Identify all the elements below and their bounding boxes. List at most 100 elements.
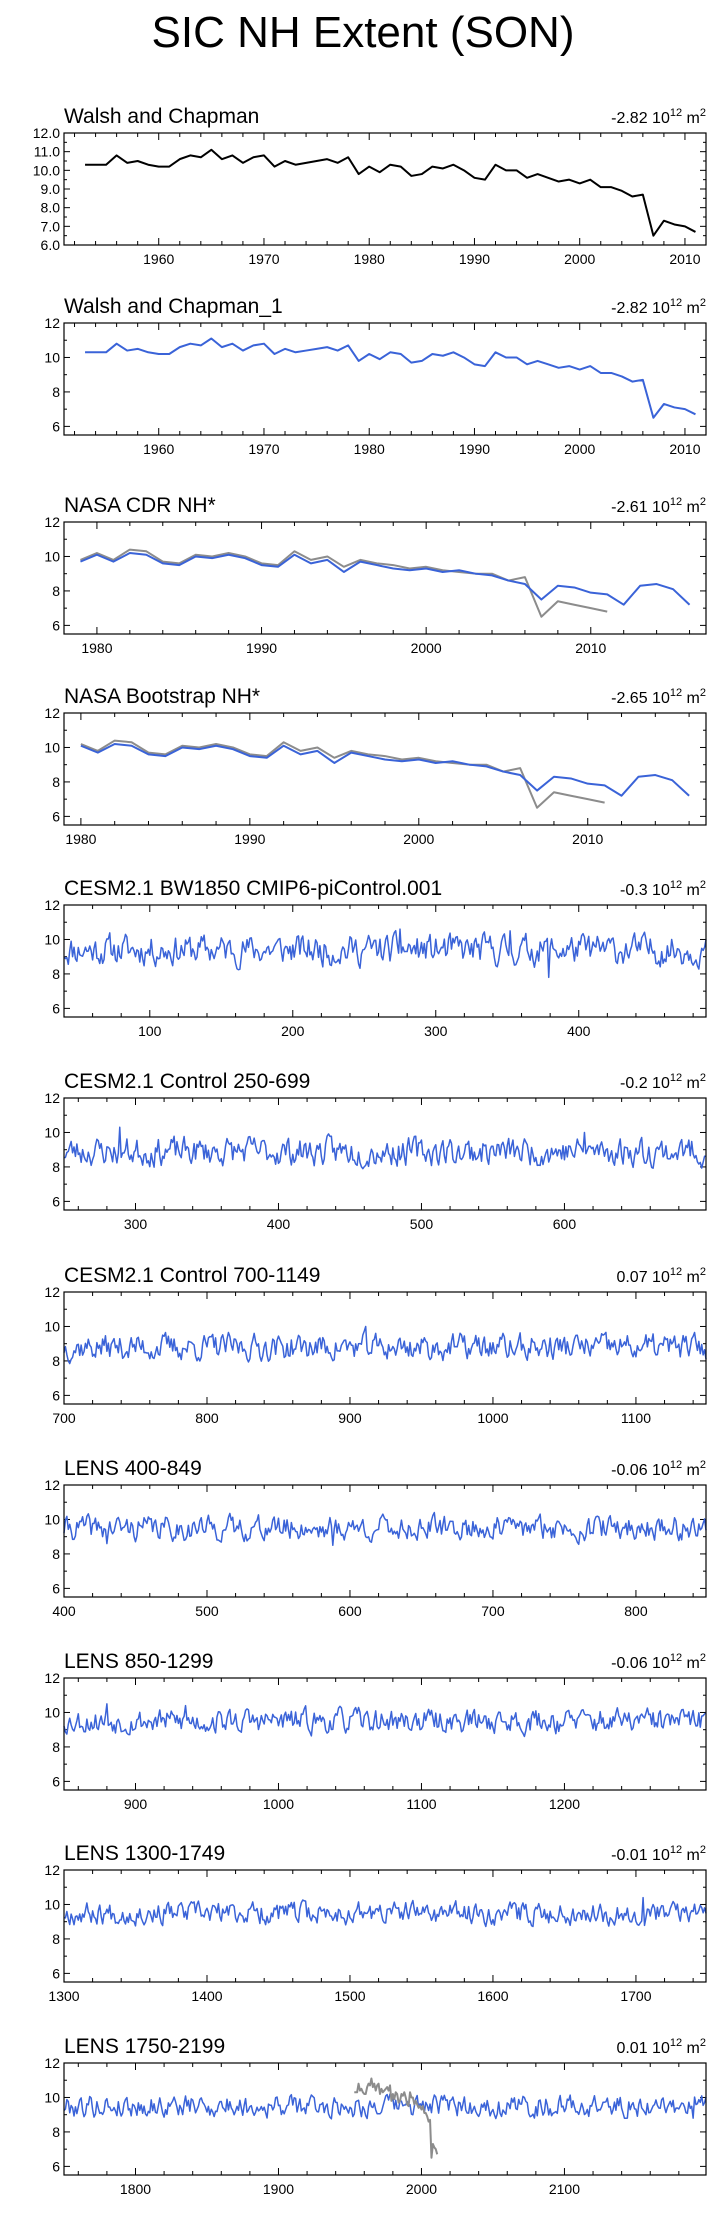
y-tick-label: 10 xyxy=(44,2089,60,2105)
series-line-reference xyxy=(80,739,605,809)
page-title: SIC NH Extent (SON) xyxy=(151,8,575,57)
x-tick-label: 400 xyxy=(267,1216,291,1232)
y-tick-label: 12 xyxy=(44,705,60,721)
y-tick-label: 12 xyxy=(44,315,60,331)
x-tick-label: 2100 xyxy=(549,2181,580,2197)
x-tick-label: 1990 xyxy=(459,441,490,457)
panel-title: NASA CDR NH* xyxy=(64,494,216,517)
panel-title: NASA Bootstrap NH* xyxy=(64,685,260,708)
trend-label: -0.2 1012 m2 xyxy=(620,1072,706,1092)
series-line-model xyxy=(63,1325,707,1365)
y-tick-label: 10 xyxy=(44,548,60,564)
trend-label: -2.82 1012 m2 xyxy=(611,107,706,127)
x-tick-label: 2010 xyxy=(669,441,700,457)
plot-frame xyxy=(63,1677,707,1791)
plot-frame xyxy=(63,904,707,1018)
y-tick-label: 10 xyxy=(44,1896,60,1912)
y-tick-label: 8 xyxy=(52,1739,60,1755)
plot-frame xyxy=(63,132,707,246)
x-tick-label: 2010 xyxy=(572,831,603,847)
y-tick-label: 8 xyxy=(52,1546,60,1562)
y-tick-label: 10 xyxy=(44,1124,60,1140)
x-tick-label: 1400 xyxy=(191,1988,222,2004)
y-tick-label: 11.0 xyxy=(34,144,60,160)
panel-9: LENS 850-1299 -0.06 1012 m2 6 8 10 12 900 1000 1… xyxy=(44,1650,707,1812)
y-tick-label: 10 xyxy=(44,739,60,755)
trend-label: -2.61 1012 m2 xyxy=(611,496,706,516)
y-tick-label: 12 xyxy=(44,1862,60,1878)
x-tick-label: 2000 xyxy=(564,441,595,457)
panel-3: NASA CDR NH* -2.61 1012 m2 6 8 10 12 1980 1990 2… xyxy=(44,494,707,656)
trend-label: -0.06 1012 m2 xyxy=(611,1652,706,1672)
x-tick-label: 800 xyxy=(624,1603,648,1619)
x-tick-label: 300 xyxy=(424,1023,448,1039)
y-tick-label: 12.0 xyxy=(33,125,60,141)
x-tick-label: 1980 xyxy=(354,251,385,267)
x-tick-label: 700 xyxy=(481,1603,505,1619)
trend-label: -0.3 1012 m2 xyxy=(620,879,706,899)
y-tick-label: 6 xyxy=(52,2158,60,2174)
series-line-reference xyxy=(80,548,608,618)
x-tick-label: 2010 xyxy=(575,640,606,656)
y-tick-label: 6.0 xyxy=(41,237,61,253)
trend-label: 0.07 1012 m2 xyxy=(616,1266,706,1286)
x-tick-label: 600 xyxy=(338,1603,362,1619)
panel-title: Walsh and Chapman xyxy=(64,105,259,128)
x-tick-label: 1100 xyxy=(621,1410,651,1426)
trend-label: -0.06 1012 m2 xyxy=(611,1459,706,1479)
x-tick-label: 800 xyxy=(195,1410,219,1426)
x-tick-label: 2000 xyxy=(406,2181,437,2197)
y-tick-label: 9.0 xyxy=(41,181,61,197)
y-tick-label: 12 xyxy=(44,1090,60,1106)
panel-title: LENS 1300-1749 xyxy=(64,1842,225,1865)
y-tick-label: 8.0 xyxy=(41,200,61,216)
panel-7: CESM2.1 Control 700-1149 0.07 1012 m2 6 8 10… xyxy=(44,1264,707,1426)
y-tick-label: 10 xyxy=(44,1318,60,1334)
y-tick-label: 10 xyxy=(44,349,60,365)
y-tick-label: 8 xyxy=(52,774,60,790)
series-line-black xyxy=(85,148,696,237)
x-tick-label: 900 xyxy=(338,1410,362,1426)
series-line-model xyxy=(80,552,691,606)
x-tick-label: 2000 xyxy=(403,831,434,847)
panel-title: LENS 400-849 xyxy=(64,1457,202,1480)
y-tick-label: 12 xyxy=(44,1670,60,1686)
y-tick-label: 6 xyxy=(52,617,60,633)
plot-frame xyxy=(63,1869,707,1983)
panel-title: LENS 1750-2199 xyxy=(64,2035,225,2058)
x-tick-label: 100 xyxy=(138,1023,162,1039)
series-line-reference xyxy=(354,2077,439,2159)
y-tick-label: 12 xyxy=(44,1477,60,1493)
y-tick-label: 8 xyxy=(52,966,60,982)
x-tick-label: 500 xyxy=(410,1216,434,1232)
y-tick-label: 10 xyxy=(44,931,60,947)
plot-frame xyxy=(63,2062,707,2176)
x-tick-label: 1960 xyxy=(143,251,174,267)
trend-label: -2.65 1012 m2 xyxy=(611,687,706,707)
y-tick-label: 8 xyxy=(52,384,60,400)
panel-title: CESM2.1 Control 700-1149 xyxy=(64,1264,320,1287)
panel-11: LENS 1750-2199 0.01 1012 m2 6 8 10 12 1800 1900… xyxy=(44,2035,707,2197)
plot-frame xyxy=(63,1291,707,1405)
y-tick-label: 12 xyxy=(44,1284,60,1300)
x-tick-label: 1980 xyxy=(65,831,96,847)
series-line-model xyxy=(80,743,690,797)
y-tick-label: 6 xyxy=(52,1580,60,1596)
series-line-model xyxy=(63,1896,707,1928)
plot-frame xyxy=(63,712,707,826)
x-tick-label: 400 xyxy=(567,1023,591,1039)
y-tick-label: 6 xyxy=(52,1387,60,1403)
panel-title: CESM2.1 BW1850 CMIP6-piControl.001 xyxy=(64,877,442,900)
x-tick-label: 400 xyxy=(52,1603,76,1619)
panel-8: LENS 400-849 -0.06 1012 m2 6 8 10 12 400 500 600… xyxy=(44,1457,707,1619)
x-tick-label: 500 xyxy=(195,1603,219,1619)
series-line-model xyxy=(63,1703,707,1738)
y-tick-label: 10.0 xyxy=(33,162,60,178)
y-tick-label: 8 xyxy=(52,1159,60,1175)
x-tick-label: 1980 xyxy=(354,441,385,457)
x-tick-label: 1800 xyxy=(120,2181,151,2197)
x-tick-label: 1200 xyxy=(549,1796,580,1812)
y-tick-label: 8 xyxy=(52,2124,60,2140)
series-line-model xyxy=(63,2093,707,2120)
